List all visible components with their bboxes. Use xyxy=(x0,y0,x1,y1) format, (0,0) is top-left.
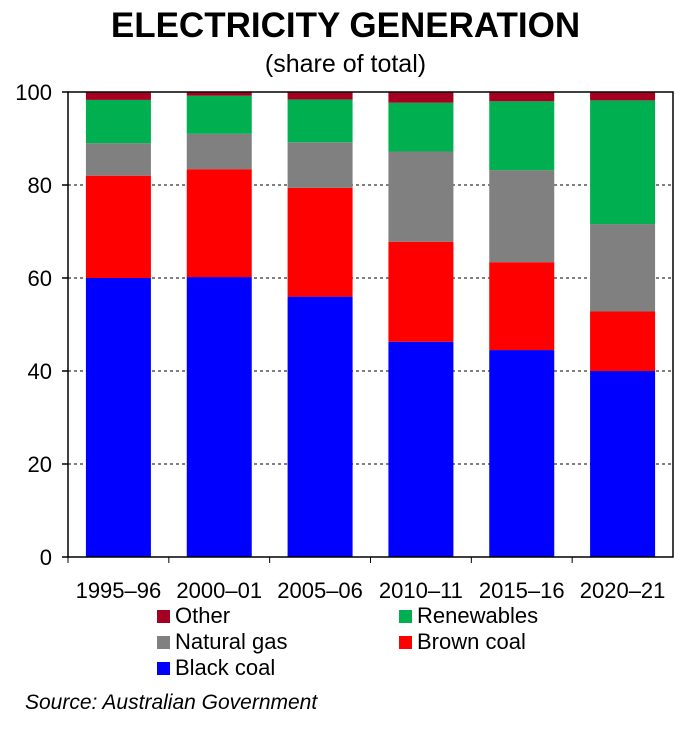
x-tick-label-3: 2010–11 xyxy=(379,578,463,603)
y-tick-label-60: 60 xyxy=(28,266,52,291)
bar-other-0 xyxy=(85,92,151,100)
bar-natural-gas-0 xyxy=(85,143,151,176)
bar-black-coal-3 xyxy=(388,341,454,557)
bar-other-3 xyxy=(388,92,454,103)
bar-renewables-0 xyxy=(85,99,151,144)
x-tick-label-5: 2020–21 xyxy=(580,578,666,603)
chart-title: ELECTRICITY GENERATION xyxy=(110,6,581,45)
x-tick-label-4: 2015–16 xyxy=(479,578,565,603)
bar-natural-gas-2 xyxy=(287,142,353,188)
bar-black-coal-5 xyxy=(590,371,656,557)
x-tick-label-1: 2000–01 xyxy=(176,578,262,603)
y-tick-label-100: 100 xyxy=(15,80,52,105)
y-tick-label-0: 0 xyxy=(40,545,52,570)
bar-brown-coal-2 xyxy=(287,187,353,297)
y-tick-label-20: 20 xyxy=(28,452,52,477)
bar-natural-gas-3 xyxy=(388,151,454,242)
bar-natural-gas-1 xyxy=(186,133,252,170)
bar-brown-coal-3 xyxy=(388,241,454,342)
bar-renewables-1 xyxy=(186,95,252,134)
bar-brown-coal-0 xyxy=(85,175,151,278)
bar-black-coal-2 xyxy=(287,296,353,557)
bar-renewables-2 xyxy=(287,99,353,143)
bar-black-coal-4 xyxy=(489,350,555,557)
bar-brown-coal-1 xyxy=(186,169,252,278)
chart-subtitle: (share of total) xyxy=(264,50,427,78)
bar-other-4 xyxy=(489,92,555,102)
x-tick-label-0: 1995–96 xyxy=(76,578,162,603)
bar-renewables-5 xyxy=(590,100,656,225)
y-tick-label-80: 80 xyxy=(28,173,52,198)
source-note: Source: Australian Government xyxy=(25,691,318,714)
bar-natural-gas-4 xyxy=(489,170,555,263)
bar-renewables-4 xyxy=(489,101,555,171)
chart-area: 0 20 40 60 80 100 1995–96 2000–01 2005–06 2010–11… xyxy=(15,80,674,603)
bar-renewables-3 xyxy=(388,102,454,152)
bar-other-2 xyxy=(287,92,353,100)
bar-brown-coal-4 xyxy=(489,262,555,351)
bar-other-5 xyxy=(590,92,656,101)
bar-other-1 xyxy=(186,92,252,96)
x-tick-label-2: 2005–06 xyxy=(277,578,363,603)
bar-natural-gas-5 xyxy=(590,224,656,312)
y-tick-label-40: 40 xyxy=(28,359,52,384)
bar-black-coal-1 xyxy=(186,277,252,557)
bar-black-coal-0 xyxy=(85,278,151,557)
plot-frame xyxy=(67,91,674,558)
bar-brown-coal-5 xyxy=(590,311,656,371)
